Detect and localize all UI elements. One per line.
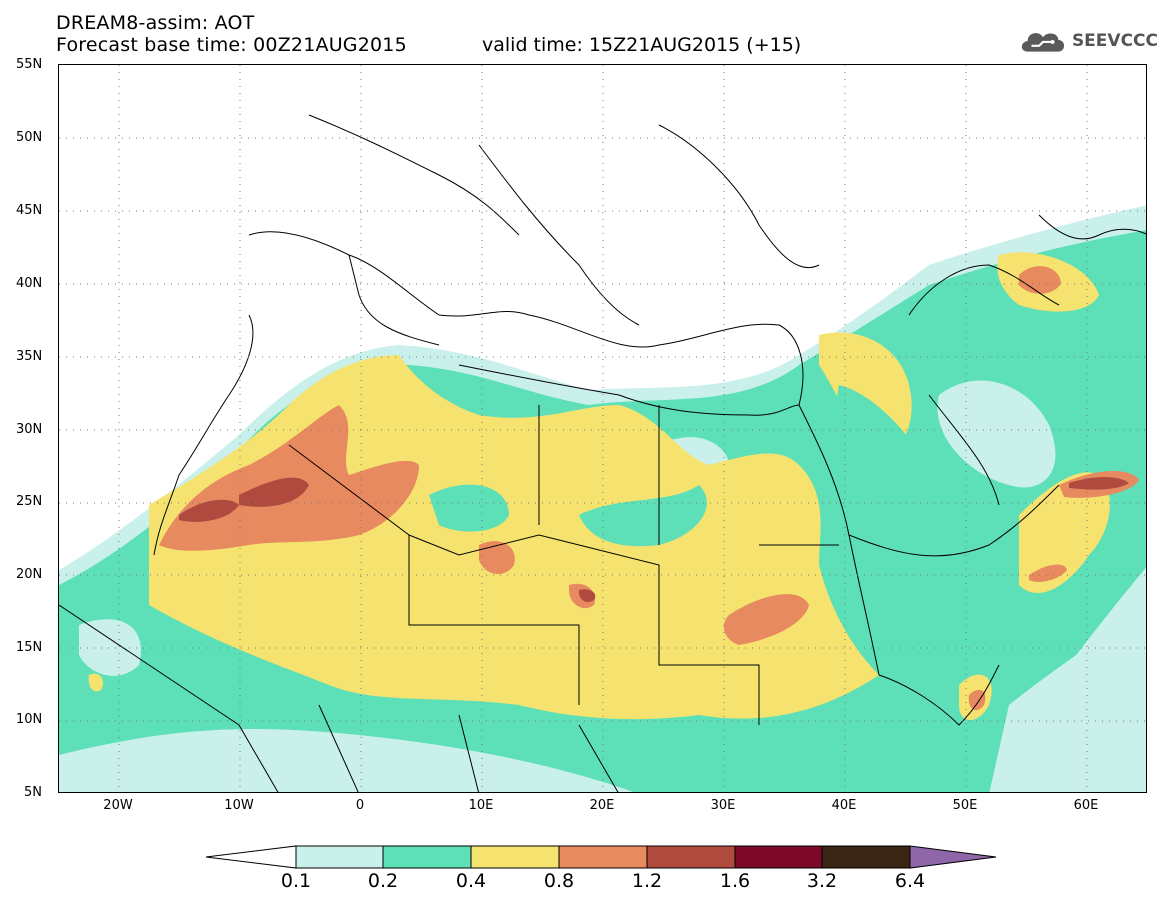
lon-label: 10E <box>468 798 494 813</box>
lat-label: 45N <box>16 203 43 218</box>
colorbar-level: 0.1 <box>280 870 312 892</box>
country-borders <box>59 114 1146 792</box>
lat-label: 10N <box>16 712 43 727</box>
aot-contour-1.2 <box>179 499 239 522</box>
valid-time: valid time: 15Z21AUG2015 (+15) <box>482 34 802 56</box>
lat-label: 55N <box>16 57 43 72</box>
lon-label: 60E <box>1073 798 1099 813</box>
colorbar-level: 6.4 <box>894 870 926 892</box>
lat-label: 35N <box>16 349 43 364</box>
aot-map <box>58 64 1147 793</box>
seevccc-logo: SEEVCCC <box>1018 24 1158 58</box>
colorbar-level: 0.8 <box>543 870 575 892</box>
lat-label: 50N <box>16 130 43 145</box>
lon-label: 50E <box>952 798 978 813</box>
colorbar-level: 1.6 <box>719 870 751 892</box>
graticule <box>59 65 1146 792</box>
lat-label: 20N <box>16 567 43 582</box>
lat-label: 40N <box>16 276 43 291</box>
aot-colorbar <box>206 845 997 869</box>
lat-label: 25N <box>16 494 43 509</box>
lat-label: 5N <box>24 785 42 800</box>
lat-label: 30N <box>16 422 43 437</box>
aot-map-canvas <box>59 65 1146 792</box>
forecast-base-time: Forecast base time: 00Z21AUG2015 <box>56 34 407 56</box>
lon-label: 0 <box>355 798 365 813</box>
lon-label: 30E <box>710 798 736 813</box>
colorbar-level: 0.4 <box>455 870 487 892</box>
map-title: DREAM8-assim: AOT <box>56 12 255 34</box>
lon-label: 20W <box>103 798 133 813</box>
logo-text: SEEVCCC <box>1071 31 1158 51</box>
lon-label: 20E <box>589 798 615 813</box>
colorbar-level: 1.2 <box>631 870 663 892</box>
colorbar-level: 3.2 <box>806 870 838 892</box>
cloud-logo-icon <box>1021 33 1065 52</box>
colorbar-level: 0.2 <box>367 870 399 892</box>
lat-label: 15N <box>16 640 43 655</box>
lon-label: 10W <box>224 798 254 813</box>
lon-label: 40E <box>831 798 857 813</box>
